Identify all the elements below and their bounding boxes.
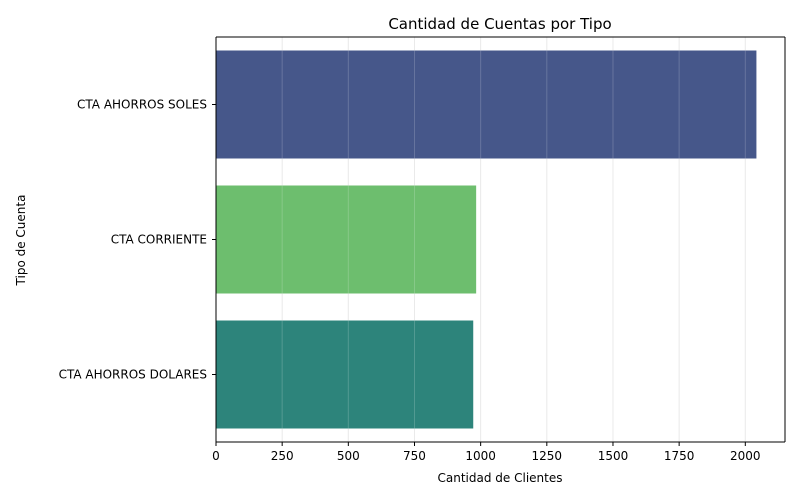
x-ticks: 0 250 500 750 1000 1250 1500 1750 2000 bbox=[212, 442, 761, 463]
y-tick-label: CTA AHORROS DOLARES bbox=[59, 368, 207, 382]
x-tick-label: 2000 bbox=[730, 449, 761, 463]
bar-cta-ahorros-soles bbox=[216, 50, 757, 159]
x-tick-label: 1750 bbox=[664, 449, 695, 463]
chart-title: Cantidad de Cuentas por Tipo bbox=[388, 15, 611, 33]
y-axis-label: Tipo de Cuenta bbox=[14, 195, 28, 287]
x-tick-label: 1500 bbox=[598, 449, 629, 463]
y-tick-label: CTA AHORROS SOLES bbox=[77, 98, 207, 112]
x-tick-label: 1250 bbox=[532, 449, 563, 463]
bar-cta-corriente bbox=[216, 185, 477, 294]
x-tick-label: 0 bbox=[212, 449, 220, 463]
x-tick-label: 250 bbox=[271, 449, 294, 463]
x-tick-label: 750 bbox=[403, 449, 426, 463]
x-tick-label: 1000 bbox=[465, 449, 496, 463]
y-ticks: CTA AHORROS SOLES CTA CORRIENTE CTA AHORRO… bbox=[59, 98, 216, 382]
bar-cta-ahorros-dolares bbox=[216, 320, 474, 429]
x-tick-label: 500 bbox=[337, 449, 360, 463]
y-tick-label: CTA CORRIENTE bbox=[111, 233, 207, 247]
x-axis-label: Cantidad de Clientes bbox=[438, 471, 563, 485]
bars bbox=[216, 50, 757, 429]
